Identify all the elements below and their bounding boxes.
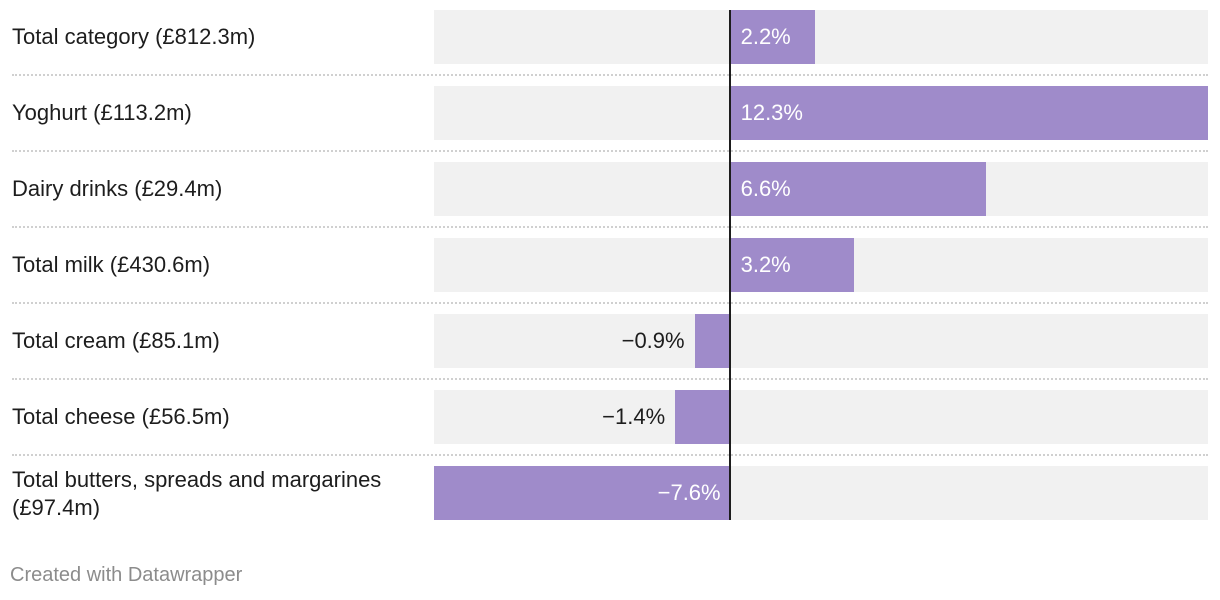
category-label: Total butters, spreads and margarines (£… bbox=[12, 467, 382, 520]
row-divider bbox=[12, 302, 1208, 304]
bar-track: −0.9% bbox=[434, 314, 1208, 368]
category-label: Dairy drinks (£29.4m) bbox=[12, 176, 223, 201]
value-label: 2.2% bbox=[740, 24, 791, 49]
bar bbox=[675, 390, 730, 444]
value-label: −0.9% bbox=[621, 328, 685, 353]
bar-track: 2.2% bbox=[434, 10, 1208, 64]
bar-row: Total category (£812.3m) 2.2% bbox=[12, 10, 1208, 86]
value-label: −1.4% bbox=[602, 404, 666, 429]
bar-track: −1.4% bbox=[434, 390, 1208, 444]
bar-row: Total butters, spreads and margarines (£… bbox=[12, 466, 1208, 542]
category-label: Total category (£812.3m) bbox=[12, 24, 256, 49]
value-label: −7.6% bbox=[657, 480, 721, 505]
bar-track: 6.6% bbox=[434, 162, 1208, 216]
bar bbox=[729, 86, 1208, 140]
footer-credit: Created with Datawrapper bbox=[10, 564, 243, 586]
bar-row: Total milk (£430.6m) 3.2% bbox=[12, 238, 1208, 314]
bar bbox=[729, 238, 855, 292]
bar bbox=[434, 466, 730, 520]
row-divider bbox=[12, 226, 1208, 228]
bar-track: 3.2% bbox=[434, 238, 1208, 292]
bar bbox=[694, 314, 730, 368]
bar-chart: Total category (£812.3m) 2.2% Yoghurt (£11… bbox=[12, 10, 1208, 542]
bar bbox=[729, 162, 987, 216]
category-label: Total cheese (£56.5m) bbox=[12, 404, 230, 429]
value-label: 12.3% bbox=[740, 100, 803, 125]
bar bbox=[729, 10, 816, 64]
bar-row: Total cream (£85.1m) −0.9% bbox=[12, 314, 1208, 390]
bar-row: Yoghurt (£113.2m) 12.3% bbox=[12, 86, 1208, 162]
row-divider bbox=[12, 74, 1208, 76]
category-label: Total milk (£430.6m) bbox=[12, 252, 211, 277]
category-label: Yoghurt (£113.2m) bbox=[12, 100, 192, 125]
value-label: 3.2% bbox=[740, 252, 791, 277]
zero-line bbox=[728, 10, 731, 520]
category-label: Total cream (£85.1m) bbox=[12, 328, 220, 353]
value-label: 6.6% bbox=[740, 176, 791, 201]
bar-track: 12.3% bbox=[434, 86, 1208, 140]
row-divider bbox=[12, 378, 1208, 380]
bar-row: Total cheese (£56.5m) −1.4% bbox=[12, 390, 1208, 466]
bar-row: Dairy drinks (£29.4m) 6.6% bbox=[12, 162, 1208, 238]
bar-track: −7.6% bbox=[434, 466, 1208, 520]
row-divider bbox=[12, 454, 1208, 456]
row-divider bbox=[12, 150, 1208, 152]
